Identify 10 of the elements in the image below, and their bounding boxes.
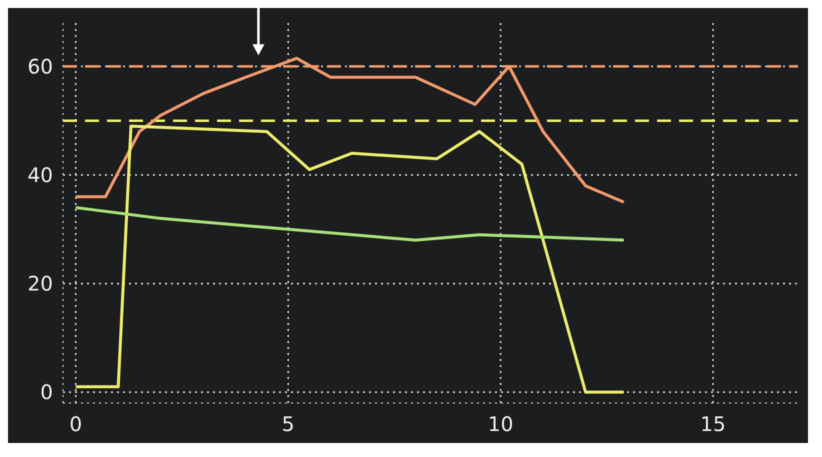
y-tick-label: 40 <box>28 163 53 187</box>
y-tick-label: 60 <box>28 54 53 78</box>
x-tick-label: 5 <box>282 412 295 436</box>
x-tick-label: 10 <box>488 412 514 436</box>
y-tick-label: 0 <box>40 380 53 404</box>
x-tick-label: 0 <box>69 412 82 436</box>
line-series <box>74 124 626 394</box>
x-tick-label: 15 <box>700 412 726 436</box>
y-tick-label: 20 <box>28 272 53 296</box>
line-series <box>74 206 626 242</box>
